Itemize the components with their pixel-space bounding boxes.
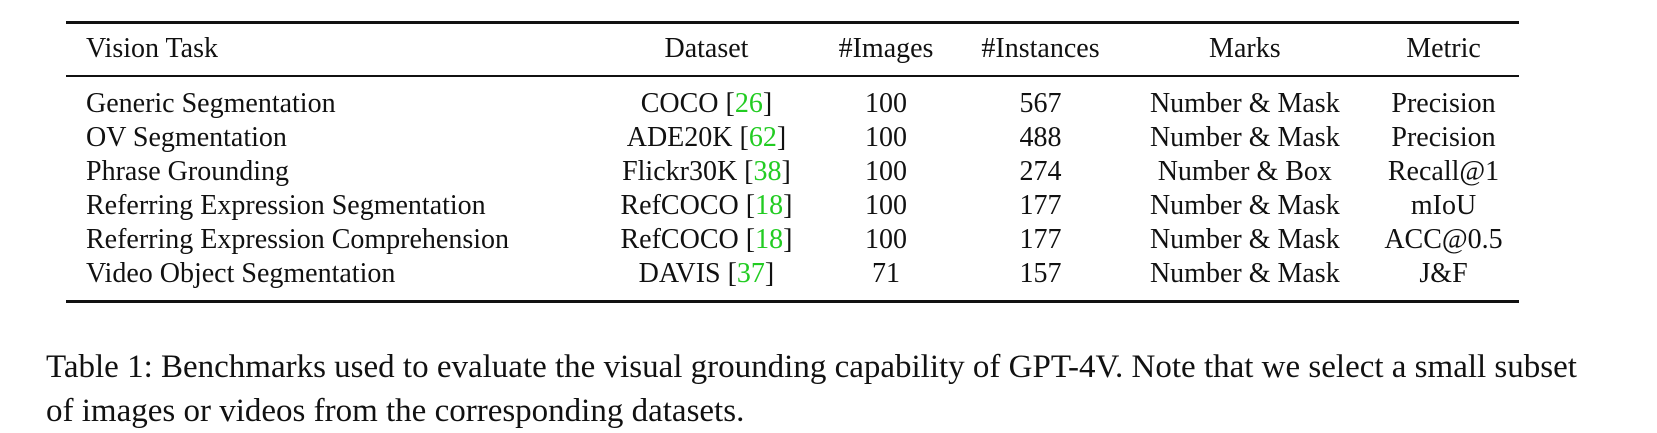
cell-task: OV Segmentation <box>86 122 287 153</box>
table-body: Generic Segmentation COCO [26] 100 567 N… <box>66 76 1519 302</box>
table-row: Referring Expression Comprehension RefCO… <box>66 223 1519 257</box>
citation-link[interactable]: 18 <box>755 224 784 255</box>
table-row: Generic Segmentation COCO [26] 100 567 N… <box>66 76 1519 121</box>
cell-task: Referring Expression Comprehension <box>86 224 510 255</box>
dataset-name: RefCOCO <box>620 190 739 221</box>
citation-link[interactable]: 38 <box>753 156 782 187</box>
cell-images: 100 <box>865 224 908 255</box>
citation-link[interactable]: 18 <box>755 190 784 221</box>
cell-instances: 488 <box>1019 122 1062 153</box>
benchmark-table-container: Vision Task Dataset #Images #Instances M… <box>66 21 1519 303</box>
cell-marks: Number & Mask <box>1149 258 1340 289</box>
cell-instances: 274 <box>1019 156 1062 187</box>
header-instances: #Instances <box>981 33 1100 64</box>
cell-images: 100 <box>865 190 908 221</box>
cell-task: Phrase Grounding <box>86 156 289 187</box>
cell-metric: Precision <box>1391 88 1496 119</box>
benchmark-table: Vision Task Dataset #Images #Instances M… <box>66 21 1519 303</box>
dataset-name: Flickr30K <box>622 156 738 187</box>
cell-images: 100 <box>865 122 908 153</box>
cell-dataset: COCO [26] <box>640 88 773 119</box>
cell-instances: 177 <box>1019 224 1062 255</box>
cell-metric: Precision <box>1391 122 1496 153</box>
cell-marks: Number & Mask <box>1149 88 1340 119</box>
cell-images: 100 <box>865 156 908 187</box>
citation-link[interactable]: 62 <box>748 122 777 153</box>
header-metric: Metric <box>1406 33 1481 64</box>
cell-dataset: ADE20K [62] <box>626 122 787 153</box>
cell-metric: Recall@1 <box>1387 156 1500 187</box>
table-row: Phrase Grounding Flickr30K [38] 100 274 … <box>66 155 1519 189</box>
cell-marks: Number & Mask <box>1149 224 1340 255</box>
cell-task: Video Object Segmentation <box>86 258 396 289</box>
cell-task: Referring Expression Segmentation <box>86 190 486 221</box>
cell-marks: Number & Mask <box>1149 190 1340 221</box>
cell-images: 100 <box>865 88 908 119</box>
cell-instances: 177 <box>1019 190 1062 221</box>
dataset-name: COCO <box>640 88 719 119</box>
header-marks: Marks <box>1209 33 1281 64</box>
cell-task: Generic Segmentation <box>86 88 336 119</box>
dataset-name: RefCOCO <box>620 224 739 255</box>
cell-dataset: RefCOCO [18] <box>620 224 793 255</box>
dataset-name: DAVIS <box>638 258 721 289</box>
header-dataset: Dataset <box>664 33 749 64</box>
cell-metric: mIoU <box>1410 190 1477 221</box>
cell-dataset: DAVIS [37] <box>638 258 775 289</box>
table-row: OV Segmentation ADE20K [62] 100 488 Numb… <box>66 121 1519 155</box>
table-header-row: Vision Task Dataset #Images #Instances M… <box>66 22 1519 76</box>
cell-images: 71 <box>872 258 901 289</box>
cell-marks: Number & Box <box>1157 156 1332 187</box>
cell-marks: Number & Mask <box>1149 122 1340 153</box>
cell-instances: 567 <box>1019 88 1062 119</box>
dataset-name: ADE20K <box>626 122 733 153</box>
table-caption: Table 1: Benchmarks used to evaluate the… <box>46 349 1577 429</box>
header-images: #Images <box>838 33 934 64</box>
cell-instances: 157 <box>1019 258 1062 289</box>
citation-link[interactable]: 37 <box>736 258 765 289</box>
table-row: Referring Expression Segmentation RefCOC… <box>66 189 1519 223</box>
cell-metric: ACC@0.5 <box>1384 224 1503 255</box>
cell-dataset: RefCOCO [18] <box>620 190 793 221</box>
citation-link[interactable]: 26 <box>734 88 763 119</box>
cell-dataset: Flickr30K [38] <box>622 156 791 187</box>
table-row: Video Object Segmentation DAVIS [37] 71 … <box>66 257 1519 302</box>
cell-metric: J&F <box>1419 258 1468 289</box>
header-vision-task: Vision Task <box>86 33 218 64</box>
